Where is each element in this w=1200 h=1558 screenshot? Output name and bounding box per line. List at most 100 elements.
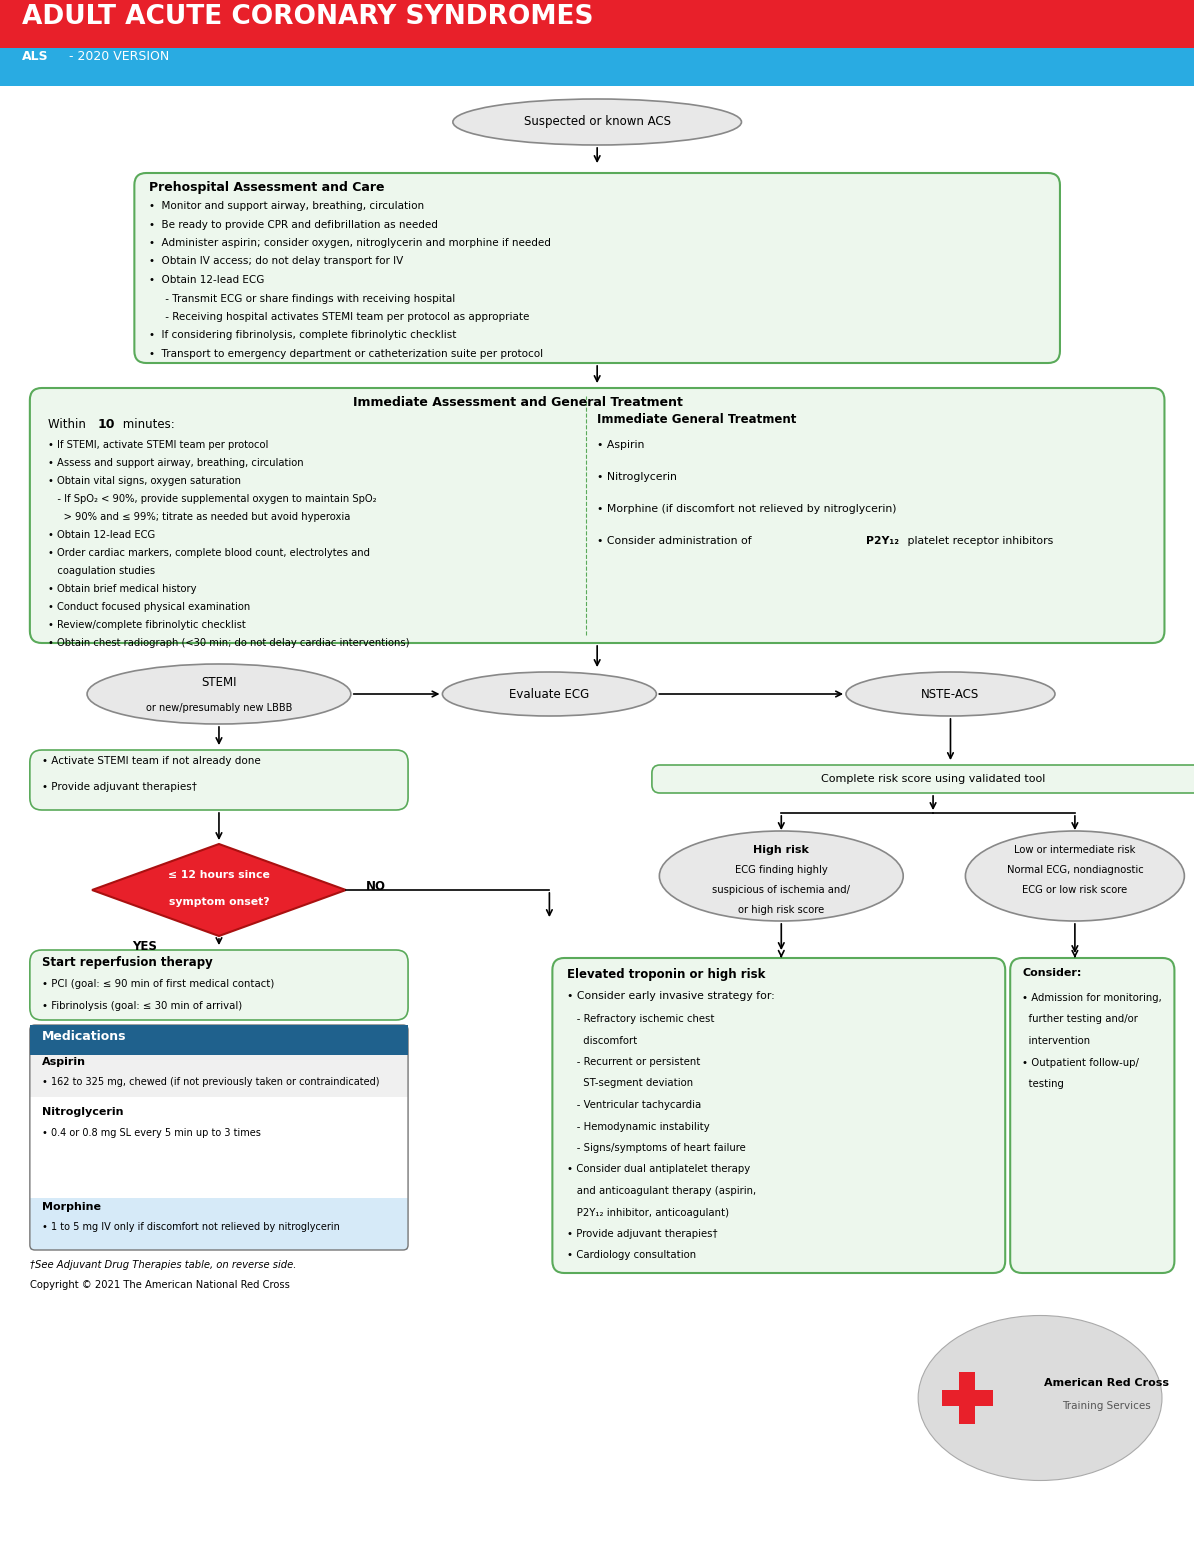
Text: Medications: Medications — [42, 1030, 126, 1042]
Text: suspicious of ischemia and/: suspicious of ischemia and/ — [713, 885, 851, 894]
Text: ECG or low risk score: ECG or low risk score — [1022, 885, 1128, 894]
Text: Morphine: Morphine — [42, 1203, 101, 1212]
FancyBboxPatch shape — [552, 958, 1006, 1273]
Text: Training Services: Training Services — [1062, 1401, 1151, 1412]
Text: or high risk score: or high risk score — [738, 905, 824, 915]
Text: •  Administer aspirin; consider oxygen, nitroglycerin and morphine if needed: • Administer aspirin; consider oxygen, n… — [149, 238, 551, 248]
Text: P2Y₁₂: P2Y₁₂ — [866, 536, 899, 545]
Ellipse shape — [88, 664, 350, 724]
Polygon shape — [92, 844, 346, 936]
FancyBboxPatch shape — [960, 1373, 976, 1424]
Text: • Conduct focused physical examination: • Conduct focused physical examination — [48, 601, 250, 612]
Text: Within: Within — [48, 418, 89, 432]
Text: American Red Cross: American Red Cross — [1044, 1377, 1169, 1388]
Text: Prehospital Assessment and Care: Prehospital Assessment and Care — [149, 181, 385, 195]
FancyBboxPatch shape — [0, 0, 1194, 48]
Text: ST-segment deviation: ST-segment deviation — [568, 1078, 694, 1089]
Text: ≤ 12 hours since: ≤ 12 hours since — [168, 869, 270, 880]
Text: • Obtain brief medical history: • Obtain brief medical history — [48, 584, 197, 594]
FancyBboxPatch shape — [30, 1025, 408, 1055]
Text: Consider:: Consider: — [1022, 968, 1081, 978]
Text: minutes:: minutes: — [120, 418, 175, 432]
FancyBboxPatch shape — [1010, 958, 1175, 1273]
FancyBboxPatch shape — [942, 1390, 994, 1405]
Text: •  Transport to emergency department or catheterization suite per protocol: • Transport to emergency department or c… — [149, 349, 544, 358]
Text: - Receiving hospital activates STEMI team per protocol as appropriate: - Receiving hospital activates STEMI tea… — [149, 312, 529, 323]
Ellipse shape — [659, 830, 904, 921]
Ellipse shape — [918, 1315, 1162, 1480]
Ellipse shape — [966, 830, 1184, 921]
Text: - Ventricular tachycardia: - Ventricular tachycardia — [568, 1100, 702, 1109]
Text: Copyright © 2021 The American National Red Cross: Copyright © 2021 The American National R… — [30, 1281, 289, 1290]
Text: • Provide adjuvant therapies†: • Provide adjuvant therapies† — [568, 1229, 718, 1239]
Text: - 2020 VERSION: - 2020 VERSION — [65, 50, 169, 62]
Text: • 162 to 325 mg, chewed (if not previously taken or contraindicated): • 162 to 325 mg, chewed (if not previous… — [42, 1077, 379, 1087]
Text: • If STEMI, activate STEMI team per protocol: • If STEMI, activate STEMI team per prot… — [48, 439, 268, 450]
Text: Aspirin: Aspirin — [42, 1056, 86, 1067]
Text: • Nitroglycerin: • Nitroglycerin — [598, 472, 677, 481]
Text: testing: testing — [1022, 1080, 1064, 1089]
Text: or new/presumably new LBBB: or new/presumably new LBBB — [145, 703, 292, 714]
Text: STEMI: STEMI — [202, 676, 236, 689]
Text: NSTE-ACS: NSTE-ACS — [922, 687, 979, 701]
Text: • Morphine (if discomfort not relieved by nitroglycerin): • Morphine (if discomfort not relieved b… — [598, 503, 896, 514]
Text: • 1 to 5 mg IV only if discomfort not relieved by nitroglycerin: • 1 to 5 mg IV only if discomfort not re… — [42, 1221, 340, 1232]
Text: Normal ECG, nondiagnostic: Normal ECG, nondiagnostic — [1007, 865, 1144, 876]
FancyBboxPatch shape — [30, 749, 408, 810]
Text: and anticoagulant therapy (aspirin,: and anticoagulant therapy (aspirin, — [568, 1186, 756, 1197]
Text: Suspected or known ACS: Suspected or known ACS — [523, 115, 671, 128]
Ellipse shape — [452, 100, 742, 145]
Ellipse shape — [443, 671, 656, 717]
Text: - Hemodynamic instability: - Hemodynamic instability — [568, 1122, 710, 1131]
Text: Immediate Assessment and General Treatment: Immediate Assessment and General Treatme… — [353, 396, 683, 410]
Text: • Admission for monitoring,: • Admission for monitoring, — [1022, 992, 1162, 1003]
Text: • Assess and support airway, breathing, circulation: • Assess and support airway, breathing, … — [48, 458, 304, 467]
Text: •  Obtain IV access; do not delay transport for IV: • Obtain IV access; do not delay transpo… — [149, 257, 403, 266]
Text: Immediate General Treatment: Immediate General Treatment — [598, 413, 797, 425]
Text: - Transmit ECG or share findings with receiving hospital: - Transmit ECG or share findings with re… — [149, 293, 456, 304]
Ellipse shape — [846, 671, 1055, 717]
Text: • Obtain 12-lead ECG: • Obtain 12-lead ECG — [48, 530, 155, 541]
Text: discomfort: discomfort — [568, 1036, 637, 1045]
Text: •  Monitor and support airway, breathing, circulation: • Monitor and support airway, breathing,… — [149, 201, 425, 210]
FancyBboxPatch shape — [134, 173, 1060, 363]
Text: Elevated troponin or high risk: Elevated troponin or high risk — [568, 968, 766, 982]
Text: ALS: ALS — [22, 50, 48, 62]
Text: Complete risk score using validated tool: Complete risk score using validated tool — [821, 774, 1045, 784]
Text: Nitroglycerin: Nitroglycerin — [42, 1108, 124, 1117]
Text: - Recurrent or persistent: - Recurrent or persistent — [568, 1056, 701, 1067]
Text: > 90% and ≤ 99%; titrate as needed but avoid hyperoxia: > 90% and ≤ 99%; titrate as needed but a… — [48, 513, 350, 522]
Text: P2Y₁₂ inhibitor, anticoagulant): P2Y₁₂ inhibitor, anticoagulant) — [568, 1207, 730, 1217]
Text: • Consider early invasive strategy for:: • Consider early invasive strategy for: — [568, 991, 775, 1000]
Text: •  Obtain 12-lead ECG: • Obtain 12-lead ECG — [149, 276, 265, 285]
Text: Start reperfusion therapy: Start reperfusion therapy — [42, 957, 212, 969]
Text: 10: 10 — [97, 418, 115, 432]
Text: Low or intermediate risk: Low or intermediate risk — [1014, 844, 1135, 855]
Text: - Refractory ischemic chest: - Refractory ischemic chest — [568, 1014, 715, 1024]
Text: • Obtain chest radiograph (<30 min; do not delay cardiac interventions): • Obtain chest radiograph (<30 min; do n… — [48, 637, 409, 648]
Text: • Activate STEMI team if not already done: • Activate STEMI team if not already don… — [42, 756, 260, 767]
Text: •  Be ready to provide CPR and defibrillation as needed: • Be ready to provide CPR and defibrilla… — [149, 220, 438, 229]
Text: • Order cardiac markers, complete blood count, electrolytes and: • Order cardiac markers, complete blood … — [48, 548, 370, 558]
FancyBboxPatch shape — [652, 765, 1200, 793]
Text: NO: NO — [366, 880, 386, 893]
Text: • Aspirin: • Aspirin — [598, 439, 644, 450]
Text: • Review/complete fibrinolytic checklist: • Review/complete fibrinolytic checklist — [48, 620, 246, 629]
FancyBboxPatch shape — [30, 388, 1164, 643]
Text: • Consider dual antiplatelet therapy: • Consider dual antiplatelet therapy — [568, 1164, 750, 1175]
Text: - Signs/symptoms of heart failure: - Signs/symptoms of heart failure — [568, 1144, 746, 1153]
Text: Evaluate ECG: Evaluate ECG — [509, 687, 589, 701]
Text: • 0.4 or 0.8 mg SL every 5 min up to 3 times: • 0.4 or 0.8 mg SL every 5 min up to 3 t… — [42, 1128, 260, 1137]
Text: • Obtain vital signs, oxygen saturation: • Obtain vital signs, oxygen saturation — [48, 477, 241, 486]
Text: †See Adjuvant Drug Therapies table, on reverse side.: †See Adjuvant Drug Therapies table, on r… — [30, 1260, 296, 1270]
FancyBboxPatch shape — [30, 1198, 408, 1250]
Text: • Provide adjuvant therapies†: • Provide adjuvant therapies† — [42, 782, 197, 791]
Text: • Outpatient follow-up/: • Outpatient follow-up/ — [1022, 1058, 1139, 1067]
Text: YES: YES — [132, 939, 157, 953]
Text: High risk: High risk — [754, 844, 809, 855]
Text: ADULT ACUTE CORONARY SYNDROMES: ADULT ACUTE CORONARY SYNDROMES — [22, 5, 593, 30]
Text: platelet receptor inhibitors: platelet receptor inhibitors — [904, 536, 1052, 545]
Text: symptom onset?: symptom onset? — [169, 897, 269, 907]
Text: • PCI (goal: ≤ 90 min of first medical contact): • PCI (goal: ≤ 90 min of first medical c… — [42, 978, 274, 989]
FancyBboxPatch shape — [30, 950, 408, 1020]
